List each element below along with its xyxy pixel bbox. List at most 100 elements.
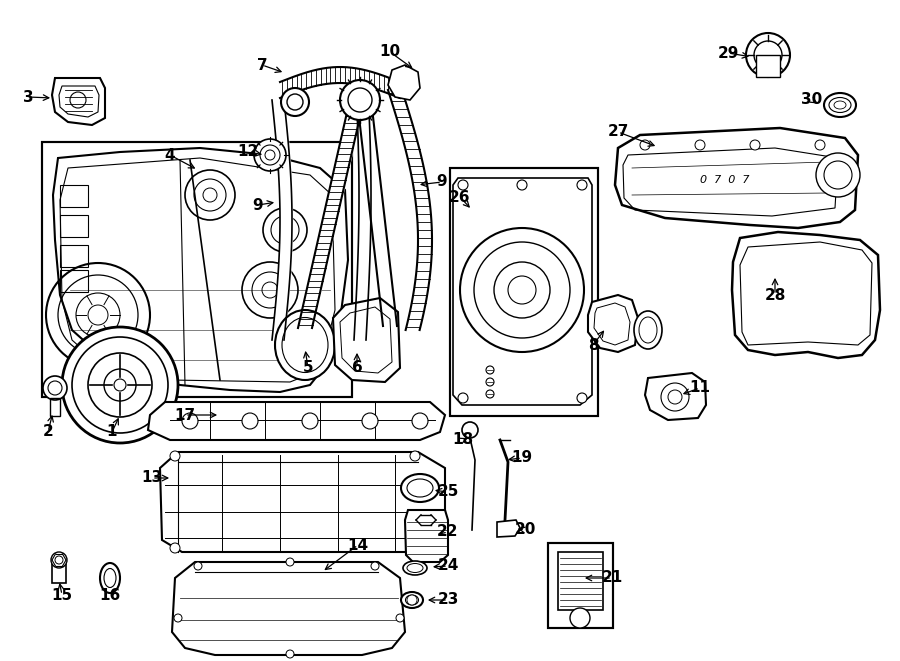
- Bar: [52, 563, 66, 583]
- Text: 17: 17: [175, 407, 195, 422]
- Text: 14: 14: [347, 537, 369, 553]
- Circle shape: [486, 366, 494, 374]
- Circle shape: [174, 614, 182, 622]
- Text: 27: 27: [608, 124, 629, 139]
- Polygon shape: [453, 178, 592, 405]
- Text: 8: 8: [588, 338, 598, 352]
- Polygon shape: [588, 295, 638, 352]
- Text: 30: 30: [801, 93, 823, 108]
- Circle shape: [182, 413, 198, 429]
- Circle shape: [62, 327, 178, 443]
- Text: 22: 22: [437, 524, 459, 539]
- Text: 4: 4: [165, 147, 176, 163]
- Circle shape: [695, 140, 705, 150]
- Circle shape: [486, 378, 494, 386]
- Text: 15: 15: [51, 588, 73, 602]
- Bar: [548, 543, 613, 628]
- Text: 7: 7: [256, 58, 267, 73]
- Polygon shape: [497, 520, 520, 537]
- Ellipse shape: [100, 563, 120, 593]
- Text: 11: 11: [689, 381, 710, 395]
- Text: 19: 19: [511, 451, 533, 465]
- Polygon shape: [333, 298, 400, 382]
- Circle shape: [750, 140, 760, 150]
- Bar: [60, 185, 88, 207]
- Circle shape: [458, 393, 468, 403]
- Circle shape: [486, 390, 494, 398]
- Circle shape: [281, 88, 309, 116]
- Circle shape: [194, 562, 202, 570]
- Circle shape: [462, 422, 478, 438]
- Ellipse shape: [401, 474, 439, 502]
- Bar: [50, 398, 60, 416]
- Text: 21: 21: [601, 570, 623, 586]
- Ellipse shape: [401, 592, 423, 608]
- Circle shape: [170, 543, 180, 553]
- Circle shape: [286, 650, 294, 658]
- Text: 9: 9: [436, 175, 447, 190]
- Polygon shape: [172, 562, 405, 655]
- Text: 6: 6: [352, 360, 363, 375]
- Circle shape: [746, 33, 790, 77]
- Circle shape: [458, 180, 468, 190]
- Text: 3: 3: [22, 89, 33, 104]
- Polygon shape: [52, 78, 105, 125]
- Circle shape: [407, 595, 417, 605]
- Polygon shape: [388, 65, 420, 100]
- Polygon shape: [732, 232, 880, 358]
- Text: 20: 20: [514, 522, 536, 537]
- Circle shape: [640, 140, 650, 150]
- Text: 25: 25: [437, 485, 459, 500]
- Text: 1: 1: [107, 424, 117, 440]
- Circle shape: [460, 228, 584, 352]
- Circle shape: [51, 552, 67, 568]
- Circle shape: [570, 608, 590, 628]
- Bar: [60, 270, 88, 292]
- Circle shape: [816, 153, 860, 197]
- Text: 29: 29: [717, 46, 739, 61]
- Polygon shape: [148, 402, 445, 440]
- Bar: [450, 168, 598, 416]
- Circle shape: [412, 413, 428, 429]
- Bar: [42, 142, 352, 397]
- Polygon shape: [615, 128, 858, 228]
- Circle shape: [410, 543, 420, 553]
- Bar: [42, 142, 352, 397]
- Bar: [60, 215, 88, 237]
- Polygon shape: [645, 373, 706, 420]
- Text: 5: 5: [302, 360, 313, 375]
- Ellipse shape: [824, 93, 856, 117]
- Bar: [450, 168, 598, 416]
- Text: 10: 10: [380, 44, 400, 59]
- Text: 9: 9: [253, 198, 264, 212]
- Circle shape: [170, 451, 180, 461]
- Circle shape: [396, 614, 404, 622]
- Text: 2: 2: [42, 424, 53, 440]
- Circle shape: [577, 393, 587, 403]
- Ellipse shape: [634, 311, 662, 349]
- Circle shape: [114, 379, 126, 391]
- Circle shape: [286, 558, 294, 566]
- Text: 0  7  0  7: 0 7 0 7: [700, 175, 750, 185]
- Circle shape: [362, 413, 378, 429]
- Circle shape: [371, 562, 379, 570]
- Circle shape: [340, 80, 380, 120]
- Text: 13: 13: [141, 471, 163, 485]
- Bar: [60, 245, 88, 267]
- Circle shape: [242, 413, 258, 429]
- Circle shape: [410, 451, 420, 461]
- Text: 28: 28: [764, 288, 786, 303]
- Ellipse shape: [403, 561, 427, 575]
- Circle shape: [517, 180, 527, 190]
- Circle shape: [302, 413, 318, 429]
- Text: 12: 12: [238, 145, 258, 159]
- Bar: [548, 543, 613, 628]
- Polygon shape: [160, 452, 445, 552]
- Ellipse shape: [275, 310, 335, 380]
- Circle shape: [254, 139, 286, 171]
- Text: 26: 26: [449, 190, 471, 204]
- Circle shape: [815, 140, 825, 150]
- Text: 16: 16: [99, 588, 121, 602]
- Text: 23: 23: [437, 592, 459, 607]
- Polygon shape: [405, 510, 448, 562]
